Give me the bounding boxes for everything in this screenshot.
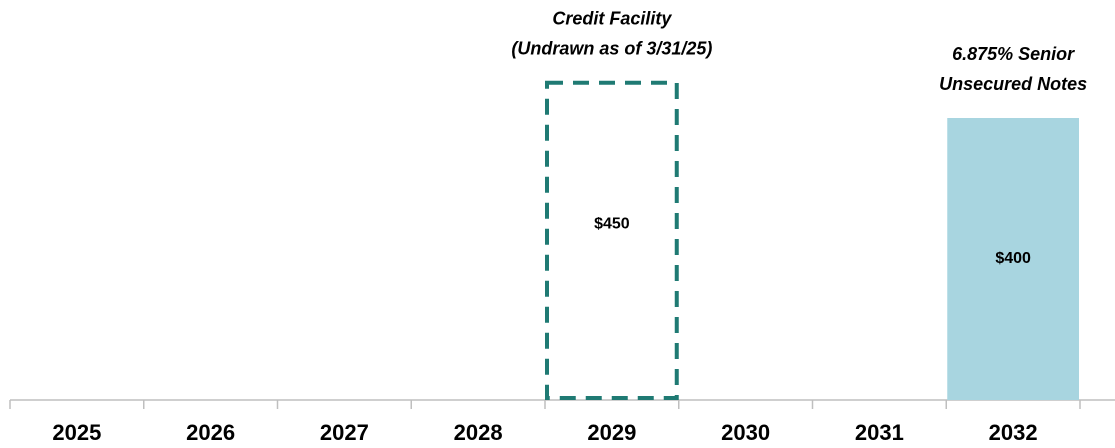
- bar: [947, 118, 1079, 400]
- x-tick-label: 2025: [52, 420, 101, 443]
- series-annotation: (Undrawn as of 3/31/25): [511, 39, 712, 59]
- series-annotation: Unsecured Notes: [939, 74, 1087, 94]
- x-tick-label: 2029: [587, 420, 636, 443]
- value-label: $400: [995, 250, 1031, 267]
- value-label: $450: [594, 216, 630, 233]
- x-tick-label: 2026: [186, 420, 235, 443]
- x-tick-label: 2028: [454, 420, 503, 443]
- series-annotation: Credit Facility: [552, 9, 672, 29]
- x-tick-label: 2030: [721, 420, 770, 443]
- x-tick-label: 2031: [855, 420, 904, 443]
- bar-outline: [545, 80, 679, 400]
- x-tick-label: 2027: [320, 420, 369, 443]
- series-annotation: 6.875% Senior: [952, 44, 1075, 64]
- x-tick-label: 2032: [989, 420, 1038, 443]
